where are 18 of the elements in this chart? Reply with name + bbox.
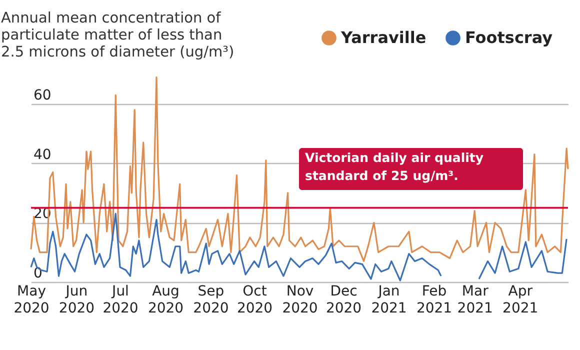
x-tick-label: Sep 2020 — [193, 284, 229, 316]
x-tick-label: Jun 2020 — [58, 284, 95, 316]
legend-label: Footscray — [465, 28, 554, 47]
x-tick-label: Apr 2021 — [502, 284, 538, 316]
x-tick-label: Nov 2020 — [282, 284, 318, 316]
x-tick-label: Jan 2021 — [371, 284, 407, 316]
legend-label: Yarraville — [340, 28, 426, 47]
x-tick-label: May 2020 — [14, 284, 50, 316]
x-tick-label: Jul 2020 — [102, 284, 138, 316]
text: Annual mean concentration of particulate matter of less than 2.5 microns of diameter (ug/m³) — [1, 10, 234, 60]
x-tick-label: Feb 2021 — [416, 284, 452, 316]
x-tick-label: Dec 2020 — [326, 284, 362, 316]
x-tick-label: Mar 2021 — [457, 284, 493, 316]
x-tick-label: Aug 2020 — [148, 284, 184, 316]
y-tick-label: 40 — [34, 146, 52, 163]
y-tick-label: 60 — [34, 87, 52, 104]
x-tick-label: Oct 2020 — [236, 284, 273, 316]
ref-line-label: Victorian daily air quality standard of 25 ug/m³. — [305, 150, 484, 183]
